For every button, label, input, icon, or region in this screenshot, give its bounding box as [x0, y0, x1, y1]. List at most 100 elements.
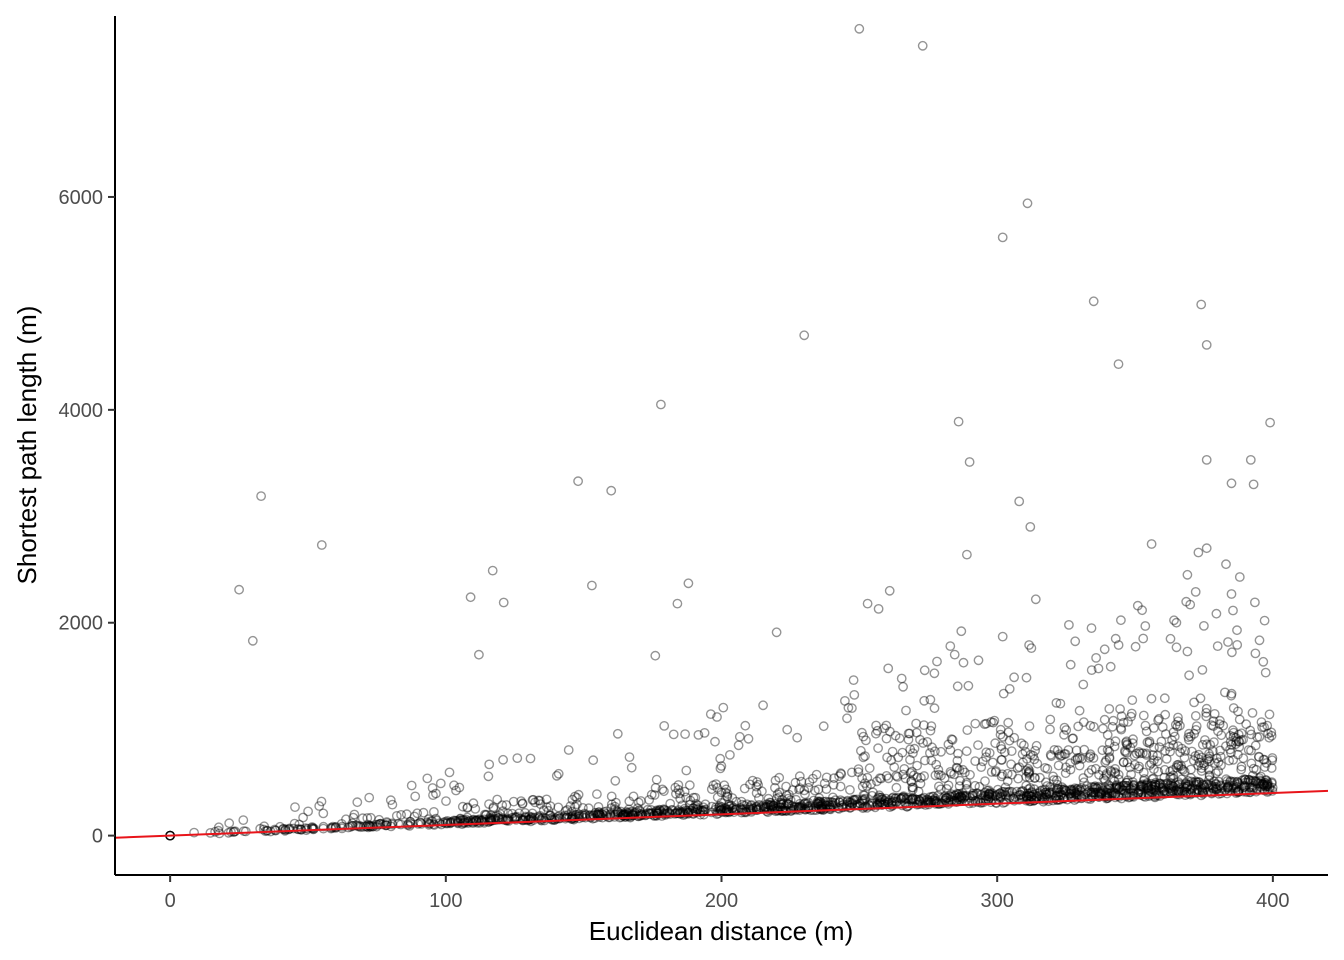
data-point — [796, 803, 807, 813]
data-point — [1122, 740, 1133, 750]
data-point — [1042, 781, 1053, 791]
data-point — [1056, 750, 1067, 761]
data-point — [1209, 737, 1219, 747]
data-point — [889, 796, 899, 807]
data-point — [487, 565, 498, 576]
data-point — [361, 821, 371, 832]
data-point — [485, 816, 496, 827]
data-point — [753, 779, 763, 790]
data-point — [1181, 781, 1192, 792]
data-point — [1138, 791, 1149, 801]
data-point — [1007, 769, 1017, 780]
data-point — [928, 791, 939, 802]
data-point — [1087, 782, 1097, 792]
data-point — [943, 780, 954, 791]
data-point — [986, 790, 997, 800]
data-point — [914, 796, 925, 807]
data-point — [1167, 735, 1177, 746]
data-point — [1223, 783, 1234, 793]
data-point — [964, 457, 975, 467]
data-point — [724, 807, 734, 818]
data-point — [1166, 783, 1177, 793]
data-point — [803, 804, 814, 814]
data-point — [912, 772, 923, 783]
data-point — [1248, 775, 1259, 786]
data-point — [1146, 758, 1157, 769]
data-point — [849, 794, 860, 805]
data-point — [1105, 661, 1116, 672]
data-point — [476, 816, 487, 826]
data-point — [481, 809, 492, 820]
data-point — [1064, 788, 1075, 799]
data-point — [1216, 760, 1226, 771]
data-point — [1092, 783, 1103, 794]
data-point — [1226, 478, 1237, 489]
data-point — [924, 795, 935, 806]
data-point — [1184, 728, 1194, 739]
data-point — [891, 796, 902, 807]
data-point — [815, 796, 825, 807]
data-point — [1195, 693, 1206, 704]
data-point — [1005, 791, 1016, 801]
data-point — [1066, 793, 1077, 803]
data-point — [875, 795, 886, 806]
data-point — [1158, 785, 1169, 796]
data-point — [827, 797, 838, 808]
data-point — [1186, 788, 1197, 799]
data-point — [1233, 706, 1243, 717]
data-point — [1044, 788, 1055, 798]
data-point — [351, 820, 361, 831]
data-point — [523, 815, 534, 825]
data-point — [782, 799, 793, 810]
data-point — [1240, 774, 1250, 785]
data-point — [1194, 777, 1205, 787]
data-point — [764, 797, 775, 808]
data-point — [1000, 791, 1011, 801]
data-point — [1059, 729, 1069, 740]
data-point — [1009, 732, 1020, 743]
data-point — [348, 812, 359, 823]
data-point — [917, 40, 928, 51]
data-point — [1148, 773, 1159, 784]
data-point — [1231, 736, 1242, 747]
data-point — [261, 825, 272, 836]
data-point — [926, 755, 937, 766]
data-point — [1052, 783, 1062, 794]
data-point — [1155, 782, 1166, 792]
data-point — [840, 696, 850, 706]
data-point — [1091, 653, 1102, 663]
data-point — [636, 796, 646, 806]
data-point — [1134, 747, 1145, 757]
data-point — [808, 773, 818, 784]
data-point — [1085, 749, 1096, 760]
data-point — [848, 794, 859, 805]
data-point — [1197, 785, 1208, 796]
data-point — [799, 799, 809, 809]
data-point — [705, 709, 716, 719]
data-point — [517, 814, 528, 825]
data-point — [892, 772, 903, 782]
data-point — [625, 810, 636, 821]
data-point — [751, 788, 762, 798]
data-point — [1232, 776, 1243, 787]
data-point — [1258, 779, 1269, 789]
data-point — [1174, 789, 1185, 800]
data-point — [1208, 784, 1219, 794]
data-point — [509, 812, 520, 822]
data-point — [1129, 783, 1139, 794]
data-point — [929, 795, 940, 806]
data-point — [995, 791, 1006, 802]
data-point — [774, 792, 785, 802]
data-point — [845, 802, 856, 813]
data-point — [781, 800, 792, 810]
data-point — [953, 416, 964, 427]
data-point — [954, 792, 965, 802]
data-point — [1110, 782, 1121, 793]
data-point — [470, 804, 481, 814]
data-point — [1044, 787, 1055, 797]
data-point — [816, 799, 827, 810]
data-point — [1233, 749, 1243, 760]
data-point — [988, 717, 999, 728]
data-point — [803, 797, 814, 808]
data-point — [1143, 782, 1154, 793]
